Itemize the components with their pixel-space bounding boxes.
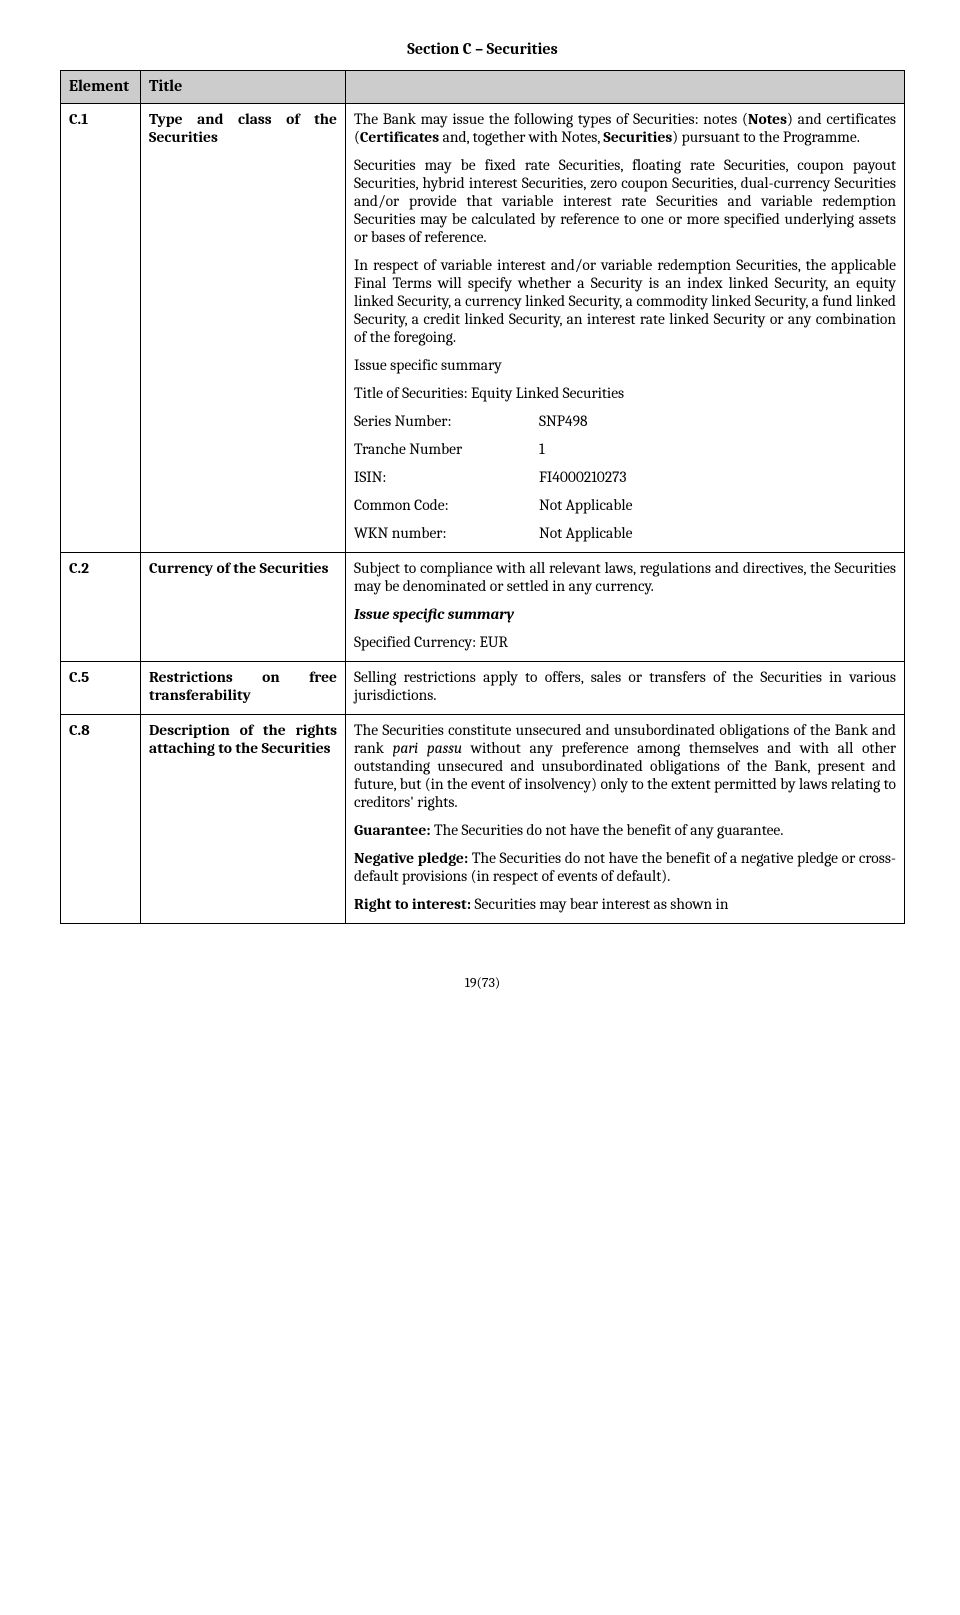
table-row: C.1 Type and class of the Securities The… [61,104,905,553]
paragraph: The Securities constitute unsecured and … [354,721,896,811]
table-row: C.5 Restrictions on free transferability… [61,662,905,715]
paragraph: Selling restrictions apply to offers, sa… [354,668,896,704]
row-title: Type and class of the Securities [141,104,346,553]
row-description: Selling restrictions apply to offers, sa… [346,662,905,715]
table-row: C.2 Currency of the Securities Subject t… [61,553,905,662]
header-title: Title [141,71,346,104]
page-footer: 19(73) [60,974,905,991]
element-id: C.8 [61,715,141,924]
row-title: Restrictions on free transferability [141,662,346,715]
specified-currency: Specified Currency: EUR [354,633,896,651]
row-description: The Securities constitute unsecured and … [346,715,905,924]
paragraph: Negative pledge: The Securities do not h… [354,849,896,885]
element-id: C.2 [61,553,141,662]
table-header-row: Element Title [61,71,905,104]
issue-summary-heading: Issue specific summary [354,356,896,374]
table-row: C.8 Description of the rights attaching … [61,715,905,924]
paragraph: Guarantee: The Securities do not have th… [354,821,896,839]
paragraph: Securities may be fixed rate Securities,… [354,156,896,246]
data-row: WKN number:Not Applicable [354,524,896,542]
title-of-securities: Title of Securities: Equity Linked Secur… [354,384,896,402]
paragraph: In respect of variable interest and/or v… [354,256,896,346]
row-description: Subject to compliance with all relevant … [346,553,905,662]
data-row: ISIN:FI4000210273 [354,468,896,486]
row-title: Description of the rights attaching to t… [141,715,346,924]
header-element: Element [61,71,141,104]
data-row: Series Number:SNP498 [354,412,896,430]
paragraph: Subject to compliance with all relevant … [354,559,896,595]
element-id: C.1 [61,104,141,553]
header-empty [346,71,905,104]
element-id: C.5 [61,662,141,715]
paragraph: The Bank may issue the following types o… [354,110,896,146]
data-row: Common Code:Not Applicable [354,496,896,514]
paragraph: Right to interest: Securities may bear i… [354,895,896,913]
securities-table: Element Title C.1 Type and class of the … [60,70,905,924]
issue-summary-heading: Issue specific summary [354,605,896,623]
row-description: The Bank may issue the following types o… [346,104,905,553]
row-title: Currency of the Securities [141,553,346,662]
section-title: Section C – Securities [60,40,905,58]
data-row: Tranche Number1 [354,440,896,458]
